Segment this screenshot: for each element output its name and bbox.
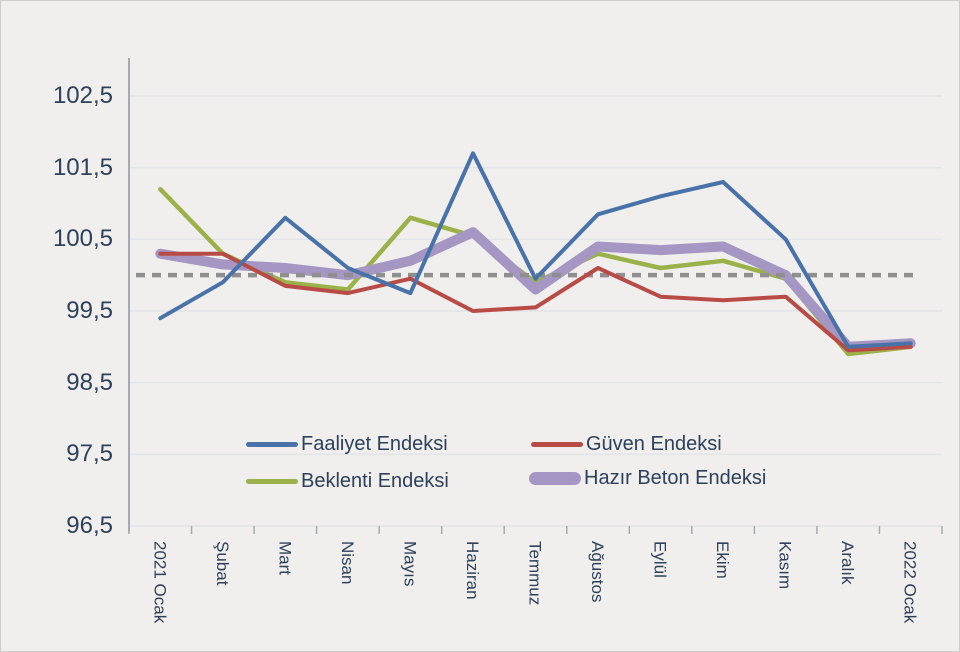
hazir-beton-line-marker — [529, 472, 581, 485]
legend-item-guven: Güven Endeksi — [531, 433, 722, 456]
x-axis-label: Temmuz — [525, 541, 545, 606]
x-axis-ticks — [128, 526, 943, 534]
series-line-haz-r-beton-endeksi — [155, 227, 916, 352]
legend-label: Beklenti Endeksi — [301, 470, 449, 492]
y-axis-label: 99,5 — [66, 297, 113, 324]
legend-label: Faaliyet Endeksi — [301, 433, 448, 455]
series-line-faaliyet-endeksi — [158, 151, 913, 349]
x-axis-label: Kasım — [775, 541, 795, 590]
x-axis-label: Nisan — [337, 541, 357, 585]
faaliyet-line-marker — [246, 442, 298, 447]
legend-item-faaliyet: Faaliyet Endeksi — [246, 433, 448, 456]
x-axis-label: 2022 Ocak — [900, 541, 920, 624]
x-axis-label: Mart — [275, 541, 295, 575]
x-axis-label: Şubat — [212, 541, 232, 586]
series-lines — [136, 151, 918, 357]
x-axis-label: Haziran — [462, 541, 482, 600]
y-axis-label: 96,5 — [66, 512, 113, 539]
x-axis-label: Mayıs — [400, 541, 420, 587]
beklenti-line-marker — [246, 479, 298, 484]
y-axis-label: 97,5 — [66, 440, 113, 468]
y-axis-label: 102,5 — [52, 82, 113, 109]
legend-label: Güven Endeksi — [586, 433, 722, 455]
series-line-g-ven-endeksi — [158, 251, 913, 353]
y-axis-label: 101,5 — [52, 153, 113, 181]
legend-label: Hazır Beton Endeksi — [584, 467, 767, 489]
legend-item-beklenti: Beklenti Endeksi — [246, 470, 449, 493]
x-axis-label: Aralık — [838, 541, 858, 585]
guven-line-marker — [531, 442, 583, 447]
x-axis-label: Eylül — [650, 541, 670, 578]
y-axis-label: 98,5 — [66, 368, 113, 396]
x-axis-label: 2021 Ocak — [150, 541, 170, 624]
legend-item-hazir-beton: Hazır Beton Endeksi — [529, 467, 766, 490]
x-axis-label: Ekim — [713, 541, 733, 579]
y-axis-label: 100,5 — [52, 225, 113, 253]
x-axis-label: Ağustos — [588, 541, 608, 603]
